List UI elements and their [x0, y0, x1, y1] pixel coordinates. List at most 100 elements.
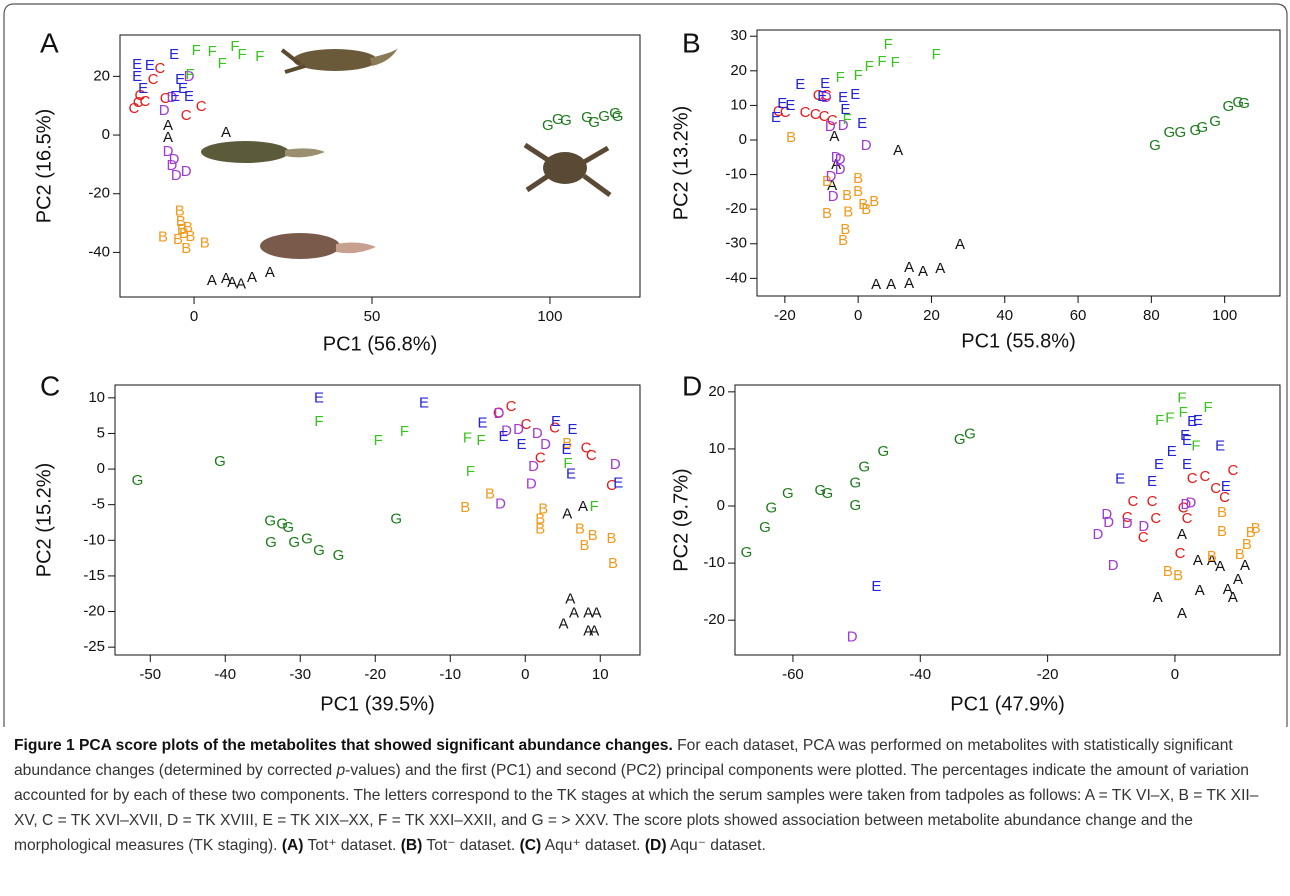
point-marker: C [154, 60, 165, 77]
point-marker: G [849, 497, 861, 514]
point-marker: G [542, 117, 554, 134]
point-marker: B [177, 221, 187, 238]
point-marker: B [822, 173, 832, 190]
point-marker: E [1182, 456, 1192, 473]
caption-text: Aqu⁻ dataset. [666, 837, 766, 854]
point-marker: G [282, 519, 294, 536]
point-marker: B [158, 229, 168, 246]
point-marker: B [786, 129, 796, 146]
point-marker: F [374, 432, 383, 449]
point-marker: D [495, 496, 506, 513]
y-axis-label: PC2 (9.7%) [670, 468, 692, 571]
x-tick-label: 100 [1212, 307, 1237, 324]
point-marker: A [583, 605, 593, 622]
point-marker: C [819, 108, 830, 125]
point-marker: D [1101, 506, 1112, 523]
caption-text: p [336, 762, 346, 779]
point-marker: A [565, 590, 575, 607]
point-marker: B [173, 231, 183, 248]
caption-text: For each dataset, PCA was performed on m… [14, 737, 1233, 779]
point-marker: E [771, 109, 781, 126]
y-tick-label: 0 [97, 460, 105, 477]
point-marker: F [891, 54, 900, 71]
point-marker: C [148, 71, 159, 88]
plot-box [734, 384, 1281, 656]
point-marker: F [208, 43, 217, 60]
point-marker: G [1196, 119, 1208, 136]
point-marker: A [831, 156, 841, 173]
point-marker: C [493, 404, 504, 421]
y-axis-label: PC2 (16.5%) [33, 109, 55, 224]
point-marker: D [1185, 495, 1196, 512]
point-marker: A [1233, 571, 1243, 588]
point-marker: C [1182, 510, 1193, 527]
point-marker: D [528, 458, 539, 475]
frame [3, 3, 15, 727]
point-marker: G [1149, 137, 1161, 154]
caption-text: (B) [400, 837, 423, 854]
point-marker: D [513, 421, 524, 438]
point-marker: C [1219, 489, 1230, 506]
point-marker: E [1167, 443, 1177, 460]
x-tick-label: -30 [289, 666, 311, 683]
point-marker: E [795, 76, 805, 93]
point-marker: A [1215, 558, 1225, 575]
point-marker: D [825, 118, 836, 135]
point-marker: F [590, 498, 599, 515]
point-marker: D [181, 163, 192, 180]
point-marker: G [765, 499, 777, 516]
panel-label: A [40, 27, 59, 58]
caption-text: -values) and the first (PC1) and second … [14, 762, 1259, 854]
point-marker: B [1246, 524, 1256, 541]
point-marker: A [1153, 589, 1163, 606]
point-marker: F [865, 58, 874, 75]
point-marker: A [1177, 605, 1187, 622]
point-marker: E [138, 80, 148, 97]
point-marker: E [477, 414, 487, 431]
point-marker: B [562, 435, 572, 452]
point-marker: G [313, 542, 325, 559]
point-marker: A [265, 264, 275, 281]
x-axis-label: PC1 (55.8%) [961, 330, 1076, 352]
x-tick-label: -40 [909, 666, 931, 683]
point-marker: A [221, 270, 231, 287]
y-tick-label: -20 [725, 200, 747, 217]
point-marker: G [821, 485, 833, 502]
point-marker: C [196, 98, 207, 115]
point-marker: B [838, 232, 848, 249]
point-marker: D [171, 167, 182, 184]
caption-text: (D) [644, 837, 667, 854]
y-tick-label: 20 [708, 383, 725, 400]
point-marker: D [826, 168, 837, 185]
point-marker: B [1235, 546, 1245, 563]
caption-text: Tot⁻ dataset. [422, 837, 520, 854]
point-marker: D [169, 151, 180, 168]
point-marker: F [466, 463, 475, 480]
point-marker: C [1128, 493, 1139, 510]
caption-text: Aqu⁺ dataset. [541, 837, 645, 854]
point-marker: E [820, 75, 830, 92]
point-marker: C [1199, 468, 1210, 485]
point-marker: E [1147, 473, 1157, 490]
point-marker: A [1223, 581, 1233, 598]
point-marker: B [535, 521, 545, 538]
point-marker: F [843, 111, 852, 128]
point-marker: F [192, 42, 201, 59]
point-marker: A [918, 263, 928, 280]
point-marker: G [581, 109, 593, 126]
point-marker: G [782, 485, 794, 502]
panel-label: D [682, 370, 702, 401]
point-marker: E [184, 88, 194, 105]
point-marker: G [849, 475, 861, 492]
point-marker: B [538, 501, 548, 518]
point-marker: D [184, 68, 195, 85]
point-marker: C [800, 104, 811, 121]
point-marker: G [1222, 98, 1234, 115]
plot-box [756, 29, 1281, 297]
point-marker: A [1195, 582, 1205, 599]
point-marker: C [549, 419, 560, 436]
point-marker: F [400, 423, 409, 440]
y-tick-label: 0 [739, 131, 747, 148]
point-marker: D [835, 151, 846, 168]
